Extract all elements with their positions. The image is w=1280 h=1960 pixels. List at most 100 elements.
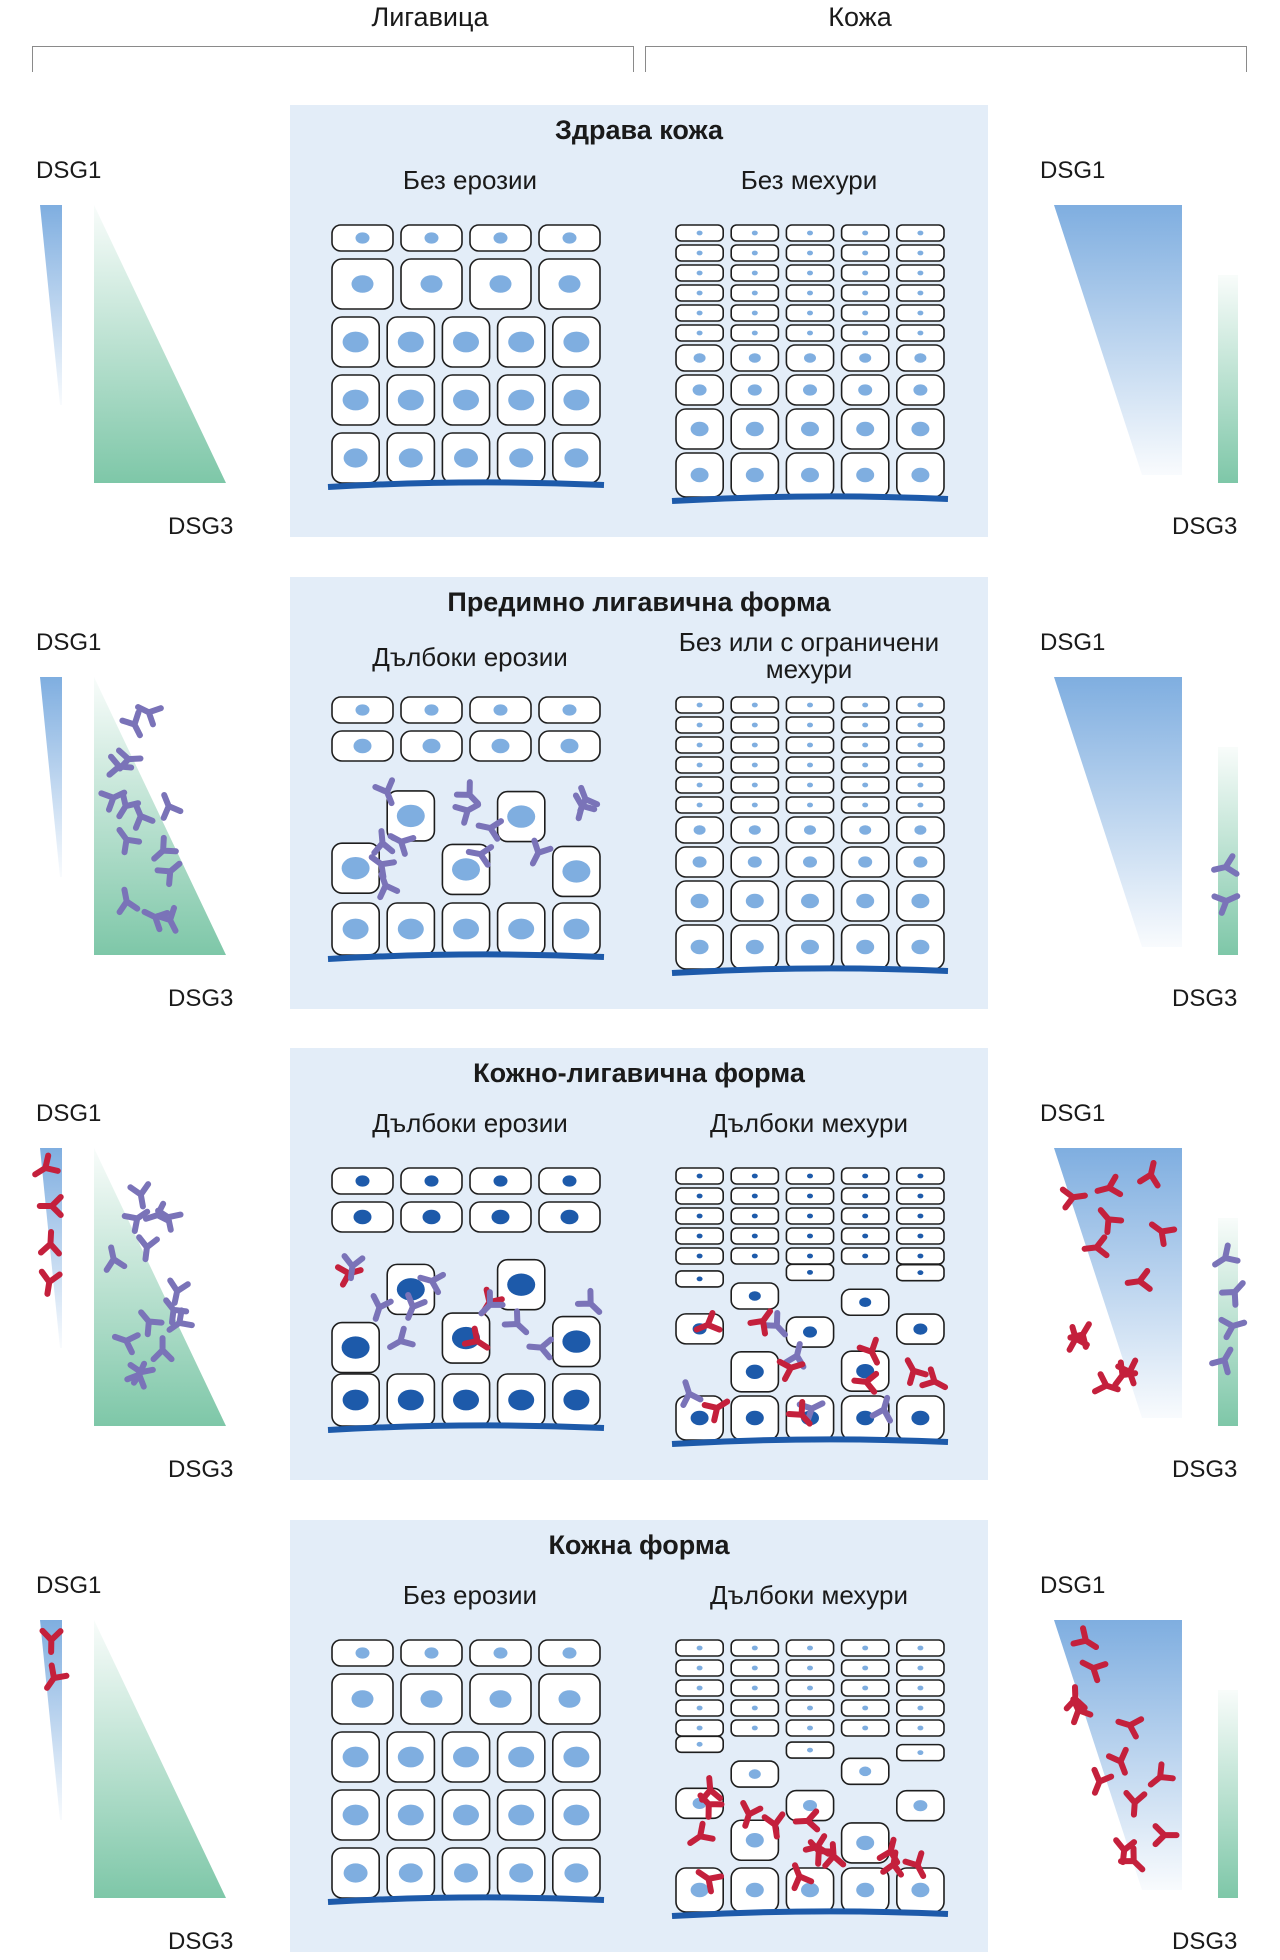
- cell: [730, 1350, 780, 1393]
- nucleus: [355, 704, 370, 716]
- antibody-icon: [453, 779, 481, 807]
- nucleus: [397, 331, 424, 353]
- cell: [538, 1201, 601, 1233]
- antibody-icon: [44, 1662, 70, 1691]
- cell: [552, 316, 601, 368]
- nucleus: [745, 893, 764, 909]
- cell: [730, 1760, 780, 1788]
- antibody-icon: [1097, 1207, 1125, 1236]
- antibody-icon: [869, 1394, 893, 1424]
- cell: [896, 244, 945, 262]
- nucleus: [801, 1882, 819, 1898]
- nucleus: [342, 1746, 369, 1768]
- nucleus: [563, 389, 590, 411]
- nucleus: [751, 762, 758, 768]
- cell: [441, 1731, 491, 1783]
- nucleus: [807, 762, 813, 768]
- nucleus: [454, 1863, 478, 1883]
- nucleus: [342, 1389, 369, 1411]
- cell: [785, 284, 835, 302]
- cell: [675, 1735, 725, 1754]
- antibody-icon: [119, 709, 143, 739]
- cell: [552, 902, 601, 956]
- antibody-icon: [38, 1268, 63, 1297]
- antibody-icon: [387, 1325, 416, 1351]
- cell: [331, 1673, 394, 1725]
- nucleus: [856, 421, 875, 437]
- nucleus: [696, 1173, 703, 1179]
- cell: [331, 1321, 381, 1374]
- cell: [896, 1719, 945, 1737]
- cell: [331, 902, 381, 956]
- nucleus: [696, 1685, 703, 1691]
- nucleus: [801, 939, 819, 955]
- nucleus: [563, 1389, 590, 1411]
- antibody-icon: [1147, 1761, 1176, 1788]
- skin-subtitle: Без или с ограничени мехури: [678, 627, 940, 684]
- cell: [785, 408, 835, 450]
- nucleus: [913, 856, 928, 868]
- cell: [840, 1187, 890, 1205]
- cell: [675, 1227, 725, 1245]
- dsg1-label-mucosa: DSG1: [36, 629, 102, 656]
- cell: [785, 696, 835, 714]
- mucosa-tissue: [327, 696, 605, 962]
- cell: [441, 432, 491, 484]
- cell: [896, 1699, 945, 1717]
- nucleus: [917, 1173, 924, 1179]
- nucleus: [508, 1804, 535, 1826]
- nucleus: [397, 1746, 424, 1768]
- cell: [552, 845, 601, 898]
- basement-membrane: [327, 479, 605, 490]
- nucleus: [807, 802, 813, 808]
- cell: [441, 902, 491, 956]
- antibody-icon: [1113, 1837, 1138, 1866]
- nucleus: [696, 1741, 703, 1747]
- cell: [538, 696, 601, 724]
- cell: [675, 284, 725, 302]
- nucleus: [696, 330, 703, 336]
- nucleus: [751, 1645, 758, 1651]
- cell: [730, 716, 780, 734]
- nucleus: [917, 742, 924, 748]
- nucleus: [803, 1799, 817, 1812]
- cell: [400, 1639, 463, 1667]
- nucleus: [807, 1747, 813, 1753]
- nucleus: [803, 856, 817, 868]
- nucleus: [690, 1410, 709, 1426]
- skin-expression-gradient: [1054, 1620, 1238, 1898]
- nucleus: [917, 702, 924, 708]
- nucleus: [751, 270, 758, 276]
- nucleus: [862, 782, 869, 788]
- antibody-icon: [693, 1310, 723, 1333]
- nucleus: [562, 860, 591, 883]
- cell: [785, 1263, 835, 1282]
- nucleus: [751, 330, 758, 336]
- antibody-icon: [572, 792, 598, 822]
- cell: [840, 1719, 890, 1737]
- cell: [730, 1395, 780, 1441]
- cell: [896, 374, 945, 406]
- mucosa-tissue: [327, 1167, 605, 1433]
- nucleus: [693, 353, 706, 363]
- skin-subtitle: Дълбоки мехури: [710, 1108, 908, 1138]
- cell: [840, 736, 890, 754]
- dsg3-label-mucosa: DSG3: [168, 985, 234, 1012]
- cell: [840, 1867, 890, 1913]
- cell: [840, 796, 890, 814]
- nucleus: [751, 1173, 758, 1179]
- dsg1-label-mucosa: DSG1: [36, 157, 102, 184]
- mucosa-subtitle: Дълбоки ерозии: [372, 642, 568, 672]
- cell: [730, 924, 780, 970]
- nucleus: [862, 762, 869, 768]
- cell: [730, 1247, 780, 1265]
- nucleus: [562, 704, 577, 716]
- cell: [675, 696, 725, 714]
- nucleus: [398, 448, 423, 468]
- nucleus: [862, 722, 869, 728]
- antibody-icon: [36, 1194, 64, 1218]
- nucleus: [562, 232, 577, 244]
- cell: [469, 1673, 532, 1725]
- mucosa-expression-gradient: [40, 205, 226, 483]
- dsg1-wedge: [1054, 205, 1182, 475]
